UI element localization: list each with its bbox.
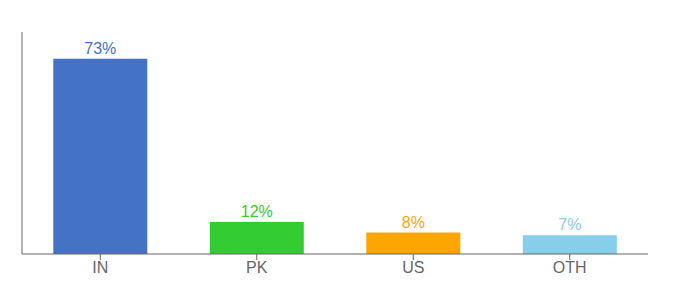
svg-text:IN: IN	[92, 259, 108, 276]
svg-text:OTH: OTH	[553, 259, 587, 276]
svg-text:PK: PK	[246, 259, 268, 276]
svg-text:US: US	[402, 259, 424, 276]
svg-text:8%: 8%	[402, 214, 425, 231]
svg-text:12%: 12%	[241, 203, 273, 220]
svg-text:7%: 7%	[558, 216, 581, 233]
svg-text:73%: 73%	[84, 40, 116, 57]
